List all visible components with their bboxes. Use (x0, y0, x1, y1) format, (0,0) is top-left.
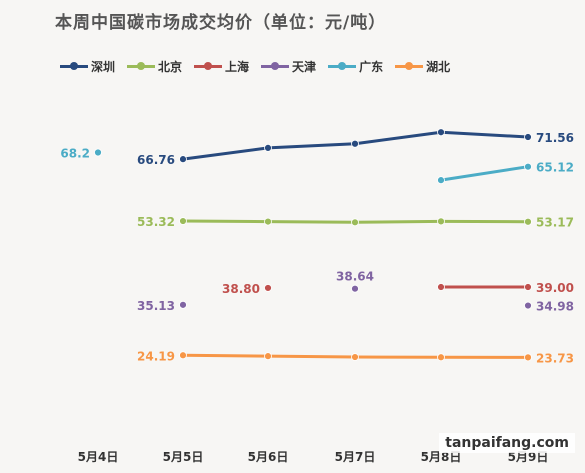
data-point (524, 353, 532, 362)
data-point (524, 162, 532, 171)
chart-title: 本周中国碳市场成交均价（单位：元/吨） (55, 13, 387, 33)
legend-label: 上海 (225, 59, 250, 74)
data-point (264, 217, 272, 226)
legend-item: 广东 (328, 58, 383, 75)
data-point (179, 217, 187, 225)
data-label: 38.64 (336, 270, 374, 284)
data-point (437, 283, 445, 291)
data-point (94, 148, 102, 157)
legend-label: 天津 (292, 59, 317, 74)
legend-marker (194, 60, 223, 72)
x-tick-label: 5月8日 (421, 450, 462, 464)
legend-marker (395, 60, 424, 72)
legend-marker (127, 60, 156, 72)
legend-label: 广东 (359, 59, 384, 74)
data-point (524, 301, 532, 310)
data-point (264, 143, 272, 152)
legend-item: 深圳 (60, 58, 115, 75)
legend-marker (261, 60, 290, 72)
data-point (351, 139, 359, 148)
legend-label: 湖北 (426, 59, 451, 74)
data-label: 34.98 (536, 300, 574, 314)
legend-item: 天津 (261, 58, 316, 75)
data-label: 23.73 (536, 351, 574, 365)
data-point (264, 352, 272, 361)
data-point (264, 284, 272, 292)
data-point (524, 283, 532, 291)
data-point (179, 351, 187, 360)
legend-label: 深圳 (91, 59, 116, 74)
legend-item: 湖北 (395, 58, 450, 75)
data-label: 39.00 (536, 281, 574, 295)
data-point (524, 133, 532, 141)
data-label: 65.12 (536, 161, 574, 175)
data-label: 38.80 (222, 282, 260, 296)
data-label: 68.2 (60, 147, 90, 161)
data-point (437, 217, 445, 226)
data-label: 35.13 (137, 299, 175, 313)
watermark-text: tanpaifang.com (439, 433, 575, 453)
legend-item: 上海 (194, 58, 249, 75)
data-point (179, 155, 187, 164)
legend-label: 北京 (158, 59, 183, 74)
x-tick-label: 5月9日 (508, 450, 549, 464)
legend-item: 北京 (127, 58, 182, 75)
data-label: 53.17 (536, 216, 574, 230)
data-label: 24.19 (137, 349, 175, 363)
data-label: 71.56 (536, 131, 574, 145)
x-tick-label: 5月5日 (163, 450, 204, 464)
series-line (439, 165, 530, 182)
x-tick-label: 5月6日 (248, 450, 289, 464)
x-tick-label: 5月7日 (335, 450, 376, 464)
data-point (524, 217, 532, 226)
data-label: 53.32 (137, 215, 175, 229)
data-point (437, 176, 445, 185)
data-point (437, 128, 445, 137)
legend-marker (328, 60, 357, 72)
chart-legend: 深圳 北京 上海 天津 广东 湖北 (60, 57, 462, 75)
data-point (351, 353, 359, 361)
data-point (351, 284, 359, 293)
data-point (437, 353, 445, 362)
data-label: 66.76 (137, 153, 175, 167)
legend-marker (60, 60, 88, 72)
data-point (179, 300, 187, 309)
x-tick-label: 5月4日 (78, 450, 119, 464)
data-point (351, 218, 359, 227)
